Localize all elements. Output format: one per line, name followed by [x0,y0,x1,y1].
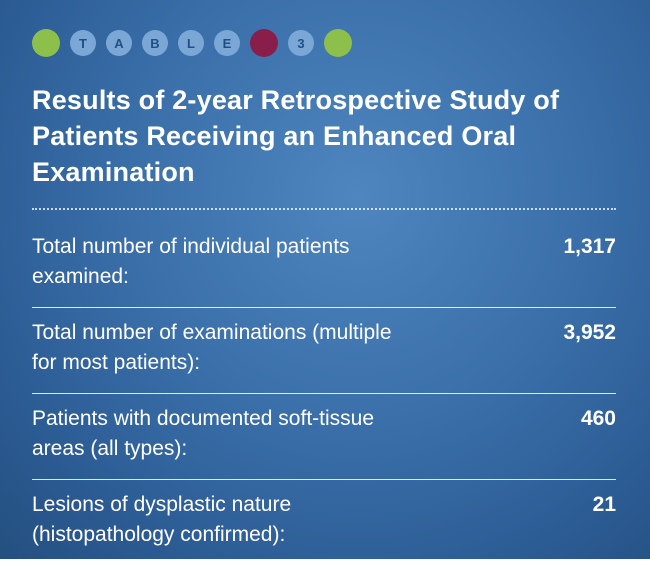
row-label: Lesions of dysplastic nature (histopatho… [32,493,292,546]
table-row: Patients with documented soft-tissue are… [32,394,616,480]
row-value: 1,317 [563,235,616,258]
row-label: Total number of individual patients exam… [32,235,350,288]
green-dot-icon [324,29,352,57]
green-dot-icon [32,29,60,57]
badge-letter-t: T [70,30,96,56]
row-value: 460 [580,407,616,430]
row-label: Patients with documented soft-tissue are… [32,407,375,460]
row-label: Total number of examinations (multiple f… [32,321,392,374]
dotted-divider [32,208,616,210]
table-row: Total number of individual patients exam… [32,222,616,308]
table-number-badges: T A B L E 3 [32,0,616,58]
row-value: 21 [592,493,616,516]
table-row: Total number of examinations (multiple f… [32,308,616,394]
results-list: Total number of individual patients exam… [32,222,616,565]
badge-number-3: 3 [288,30,314,56]
badge-letter-b: B [142,30,168,56]
badge-letter-e: E [214,30,240,56]
badge-letter-l: L [178,30,204,56]
row-value: 3,952 [563,321,616,344]
table-title: Results of 2-year Retrospective Study of… [32,85,560,187]
badge-letter-a: A [106,30,132,56]
table-row: Lesions of dysplastic nature (histopatho… [32,480,616,565]
maroon-dot-icon [250,29,278,57]
